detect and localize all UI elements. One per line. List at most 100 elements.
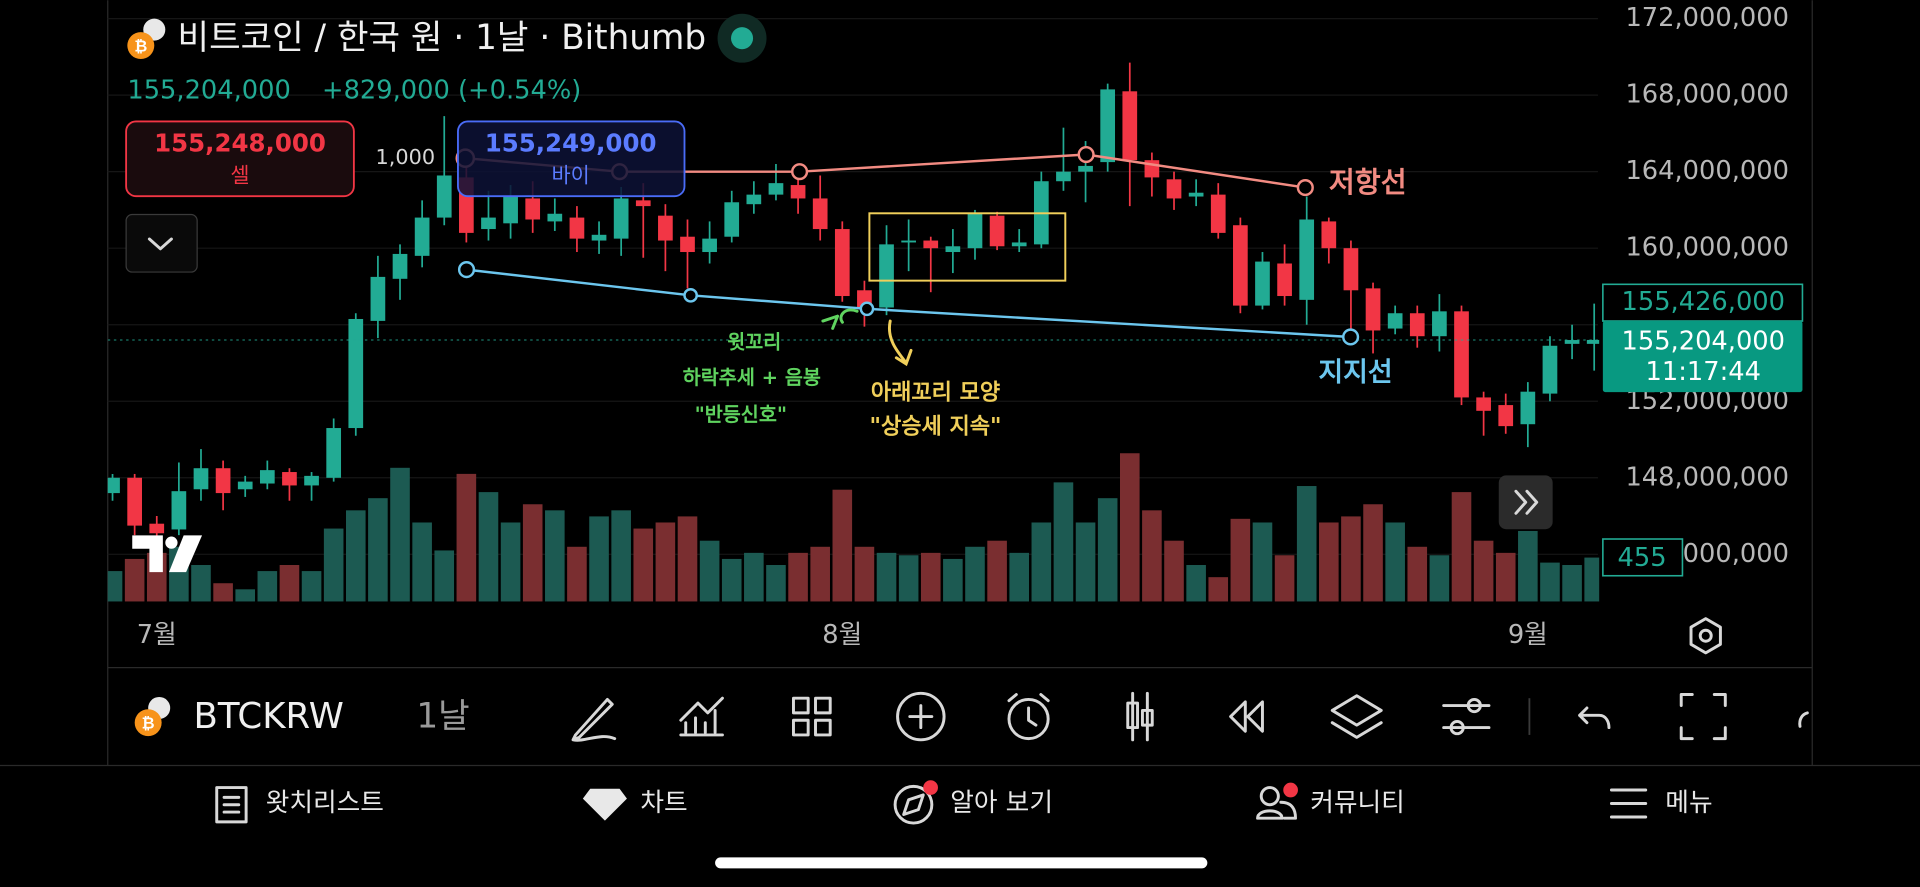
menu-icon[interactable] xyxy=(1609,788,1648,819)
volume-bar xyxy=(611,510,631,602)
explore-needle xyxy=(902,793,925,816)
volume-bar xyxy=(788,552,808,602)
chart-type-icon[interactable] xyxy=(1126,691,1154,742)
nav-community[interactable]: 커뮤니티 xyxy=(1310,788,1405,818)
replay-icon[interactable] xyxy=(1229,700,1264,733)
more-icon[interactable] xyxy=(1798,711,1809,728)
settings-icon[interactable] xyxy=(1689,617,1722,655)
candle-body xyxy=(591,234,607,241)
volume-bar xyxy=(1119,453,1140,602)
chevrons-icon xyxy=(1514,489,1539,515)
buy-price[interactable]: 155,249,000 xyxy=(485,129,657,158)
candle-body xyxy=(1365,288,1381,331)
btc-glyph: ₿ xyxy=(142,713,155,732)
candle-body xyxy=(1409,313,1425,337)
alert-icon-hands xyxy=(1007,693,1050,727)
candle-body xyxy=(746,194,762,205)
fullscreen-icon[interactable] xyxy=(1679,693,1727,741)
volume-bar xyxy=(1053,482,1074,602)
layers-icon[interactable] xyxy=(1330,694,1383,739)
chevron-icon xyxy=(147,237,173,251)
buy-button[interactable] xyxy=(457,120,686,198)
candle-body xyxy=(724,202,740,237)
x-tick-label: 9월 xyxy=(1508,620,1548,650)
nav-explore[interactable]: 알아 보기 xyxy=(950,788,1053,818)
candle-body xyxy=(1432,311,1447,337)
add-icon[interactable] xyxy=(896,691,946,742)
volume-bar xyxy=(721,558,742,602)
sell-button[interactable] xyxy=(125,120,355,198)
buy-label[interactable]: 바이 xyxy=(551,164,589,188)
candle-body xyxy=(1255,261,1270,306)
candle-body xyxy=(945,246,961,253)
candle-body xyxy=(1299,219,1315,300)
candle-body xyxy=(127,477,142,526)
yellow-note: 아래꼬리 모양 xyxy=(871,380,1000,405)
tv-logo xyxy=(132,535,203,573)
volume-bar xyxy=(744,552,764,602)
resistance-note: 저항선 xyxy=(1329,166,1407,199)
volume-bar xyxy=(567,546,587,602)
collapse-button[interactable] xyxy=(125,213,198,273)
volume-bar xyxy=(1252,522,1273,602)
volume-bar xyxy=(1341,516,1361,602)
nav-menu[interactable]: 메뉴 xyxy=(1665,788,1712,818)
indicators-icon[interactable] xyxy=(679,696,724,737)
candle-body xyxy=(237,481,253,490)
volume-bar xyxy=(1584,557,1600,602)
draw-icon[interactable] xyxy=(571,697,617,742)
volume-bar xyxy=(1031,522,1052,602)
candle-body xyxy=(193,468,209,490)
layout-icon[interactable] xyxy=(792,696,832,737)
y-tick-label: 148,000,000 xyxy=(1625,462,1789,492)
candle-body xyxy=(702,238,717,253)
alert-icon[interactable] xyxy=(1007,697,1050,741)
volume-bar xyxy=(1296,486,1317,602)
volume-bar xyxy=(1208,577,1229,602)
toolbar-interval[interactable]: 1날 xyxy=(416,696,469,736)
sell-label[interactable]: 셀 xyxy=(230,164,249,188)
volume-bar xyxy=(987,540,1007,602)
volume-bar xyxy=(1429,555,1450,602)
candle-body xyxy=(1498,405,1514,427)
community-icon[interactable] xyxy=(1259,786,1280,807)
volume-bar xyxy=(589,516,609,602)
candle-body xyxy=(1056,171,1071,182)
status-dot xyxy=(731,27,754,50)
high-label: 155,426,000 xyxy=(1621,287,1785,317)
candle-body xyxy=(901,240,916,243)
settings-icon-core xyxy=(1698,628,1713,643)
green-note: "반등신호" xyxy=(695,403,787,426)
candle-body xyxy=(370,276,386,321)
x-tick-label: 8월 xyxy=(822,620,862,650)
watchlist-icon[interactable] xyxy=(215,786,248,824)
nav-chart[interactable]: 차트 xyxy=(640,788,687,818)
candle-body xyxy=(1188,192,1204,197)
candle-body xyxy=(436,175,452,218)
btc-icon xyxy=(134,709,162,737)
volume-bar xyxy=(456,473,477,602)
support-points xyxy=(457,261,1360,346)
candle-body xyxy=(304,475,319,486)
undo-icon[interactable] xyxy=(1578,706,1611,730)
candle-body xyxy=(680,236,695,253)
btc-glyph: ₿ xyxy=(134,36,147,55)
sell-price[interactable]: 155,248,000 xyxy=(154,129,326,158)
candle-body xyxy=(569,217,585,239)
candle-body xyxy=(414,217,430,256)
volume-bar xyxy=(500,522,521,602)
candle-body xyxy=(967,213,983,249)
toolbar-symbol[interactable]: BTCKRW xyxy=(193,696,343,737)
volume-bar xyxy=(257,571,278,602)
price-labels: 155,426,000 155,204,000 11:17:44 455 xyxy=(1602,283,1804,577)
explore-icon[interactable] xyxy=(893,784,934,825)
candle-body xyxy=(1210,194,1226,233)
candle-body xyxy=(282,472,297,486)
candle-body xyxy=(1122,91,1138,161)
support-line xyxy=(466,268,1351,339)
order-quantity[interactable]: 1,000 xyxy=(376,145,436,169)
volume-bar xyxy=(1164,540,1184,602)
chart-nav-icon[interactable] xyxy=(582,788,627,821)
nav-watchlist[interactable]: 왓치리스트 xyxy=(266,788,384,818)
